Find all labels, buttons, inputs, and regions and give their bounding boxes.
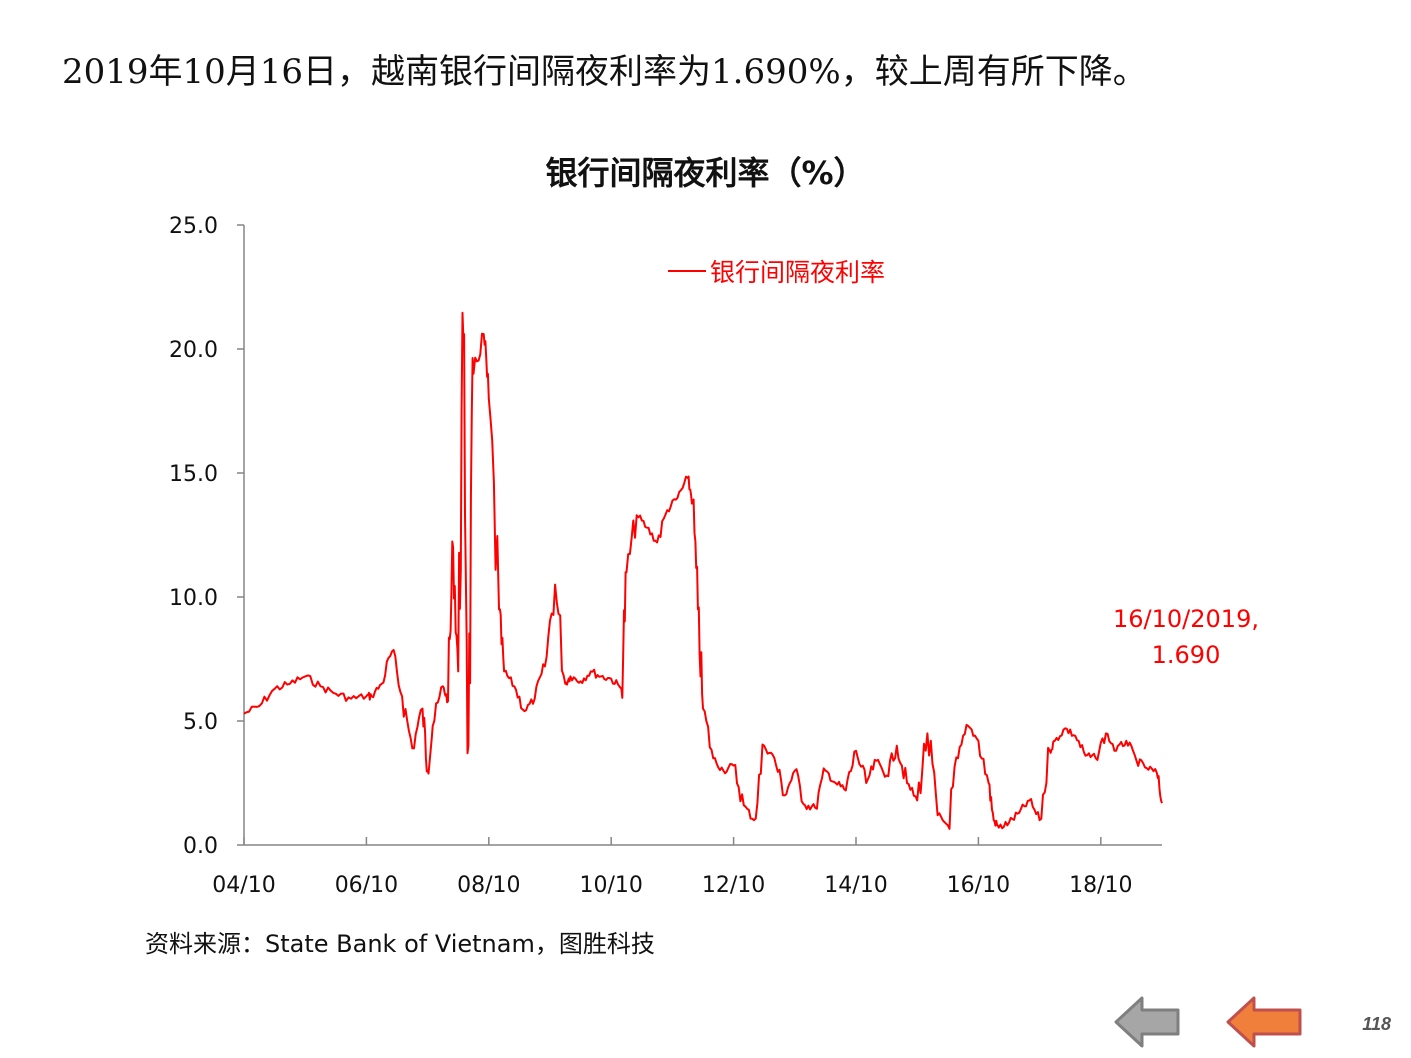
forward-button[interactable]: [1224, 994, 1304, 1050]
y-tick-label: 5.0: [183, 710, 218, 735]
end-annotation: 16/10/2019, 1.690: [1113, 605, 1259, 669]
headline: 2019年10月16日，越南银行间隔夜利率为1.690%，较上周有所下降。: [62, 52, 1147, 92]
annotation-date: 16/10/2019,: [1113, 605, 1259, 633]
page-number: 118: [1362, 1014, 1391, 1034]
y-tick-label: 0.0: [183, 834, 218, 859]
arrow-left-icon: [1114, 996, 1180, 1048]
x-tick-label: 04/10: [212, 873, 275, 898]
x-tick-label: 12/10: [702, 873, 765, 898]
y-tick-label: 25.0: [169, 214, 218, 239]
y-tick-label: 20.0: [169, 338, 218, 363]
y-tick-label: 15.0: [169, 462, 218, 487]
arrow-left-icon: [1226, 996, 1302, 1048]
x-tick-label: 06/10: [335, 873, 398, 898]
back-button[interactable]: [1112, 994, 1192, 1050]
x-tick-label: 18/10: [1069, 873, 1132, 898]
legend: 银行间隔夜利率: [668, 258, 885, 287]
x-axis: 04/10 06/10 08/10 10/10 12/10 14/10 16/10 18/10: [212, 837, 1162, 898]
source-note: 资料来源：State Bank of Vietnam，图胜科技: [145, 930, 655, 958]
y-axis: 0.0 5.0 10.0 15.0 20.0 25.0: [169, 214, 245, 859]
x-tick-label: 08/10: [457, 873, 520, 898]
series-line: [243, 311, 1163, 830]
x-tick-label: 16/10: [947, 873, 1010, 898]
chart-title: 银行间隔夜利率（%）: [545, 154, 866, 192]
y-tick-label: 10.0: [169, 586, 218, 611]
x-tick-label: 10/10: [579, 873, 642, 898]
annotation-value: 1.690: [1152, 641, 1221, 669]
legend-label: 银行间隔夜利率: [710, 258, 885, 287]
x-tick-label: 14/10: [824, 873, 887, 898]
